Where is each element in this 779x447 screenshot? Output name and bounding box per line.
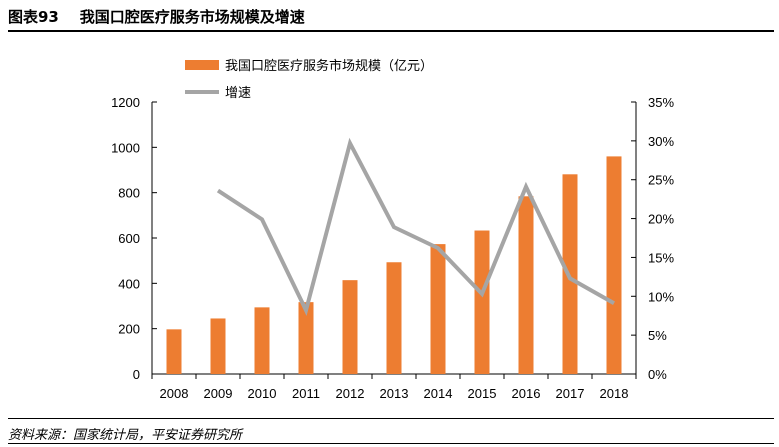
x-tick-label: 2008 — [160, 386, 189, 401]
legend-line-label: 增速 — [225, 85, 251, 100]
x-tick-label: 2012 — [336, 386, 365, 401]
growth-line — [216, 137, 615, 317]
figure-title-text: 我国口腔医疗服务市场规模及增速 — [79, 8, 305, 26]
bar — [518, 196, 534, 374]
bar — [430, 244, 446, 374]
legend-bar-label: 我国口腔医疗服务市场规模（亿元） — [225, 58, 433, 73]
right-tick-label: 35% — [648, 95, 674, 110]
right-tick-label: 20% — [648, 212, 674, 227]
x-tick-label: 2011 — [292, 386, 320, 401]
bar — [166, 329, 182, 374]
figure-title: 图表93 我国口腔医疗服务市场规模及增速 — [8, 6, 305, 27]
title-divider — [8, 30, 774, 32]
x-tick-label: 2017 — [556, 386, 585, 401]
x-tick-label: 2009 — [204, 386, 233, 401]
source-divider — [8, 418, 774, 419]
left-tick-label: 600 — [118, 231, 140, 246]
left-tick-label: 1200 — [111, 95, 140, 110]
bar — [298, 302, 314, 374]
right-tick-label: 30% — [648, 134, 674, 149]
right-tick-label: 5% — [648, 328, 667, 343]
x-tick-label: 2016 — [512, 386, 541, 401]
bar — [606, 156, 622, 374]
bar — [254, 307, 270, 374]
source-note: 资料来源：国家统计局，平安证券研究所 — [8, 428, 243, 443]
figure-number: 图表93 — [8, 8, 59, 26]
left-tick-label: 800 — [118, 186, 140, 201]
right-tick-label: 0% — [648, 367, 667, 382]
x-tick-label: 2018 — [600, 386, 629, 401]
right-tick-label: 25% — [648, 173, 674, 188]
left-tick-label: 400 — [118, 276, 140, 291]
bar — [342, 280, 358, 374]
legend-bar-swatch — [185, 60, 219, 70]
right-tick-label: 15% — [648, 250, 674, 265]
left-tick-label: 1000 — [111, 140, 140, 155]
bar — [474, 230, 490, 374]
left-tick-label: 200 — [118, 322, 140, 337]
bar — [210, 318, 226, 374]
x-tick-label: 2014 — [424, 386, 453, 401]
bar — [386, 262, 402, 374]
x-tick-label: 2015 — [468, 386, 497, 401]
right-tick-label: 10% — [648, 289, 674, 304]
left-tick-label: 0 — [133, 367, 140, 382]
x-tick-label: 2013 — [380, 386, 409, 401]
x-tick-label: 2010 — [248, 386, 277, 401]
bottom-divider — [8, 443, 774, 444]
